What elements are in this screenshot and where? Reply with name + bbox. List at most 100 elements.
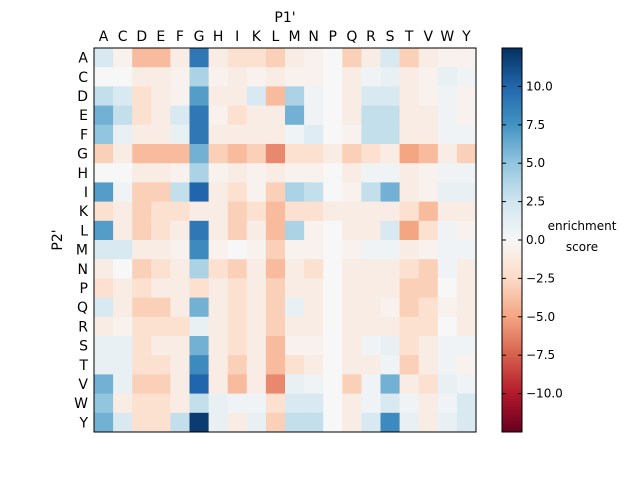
heatmap-cell <box>132 144 152 164</box>
heatmap-cell <box>437 316 458 337</box>
heatmap-cell <box>304 48 324 68</box>
heatmap-cell <box>361 182 381 203</box>
heatmap-cell <box>323 182 343 203</box>
heatmap-cell <box>456 182 477 203</box>
heatmap-cell <box>285 355 305 375</box>
y-tick-label: C <box>78 70 88 86</box>
heatmap-cell <box>361 67 381 87</box>
heatmap-cell <box>418 316 439 337</box>
heatmap-cell <box>304 316 324 337</box>
heatmap-cell <box>380 278 401 299</box>
heatmap-cell <box>304 374 324 395</box>
heatmap-cell <box>151 336 171 356</box>
heatmap-cell <box>399 412 420 433</box>
colorbar-tick-label: −5.0 <box>526 310 555 324</box>
heatmap-cell <box>94 182 114 203</box>
heatmap-cell <box>113 48 133 68</box>
heatmap-cell <box>418 220 439 241</box>
heatmap-cell <box>227 163 248 183</box>
heatmap-cell <box>189 86 210 107</box>
heatmap-cell <box>265 259 286 279</box>
heatmap-cell <box>208 124 229 145</box>
x-tick-label: E <box>156 29 165 45</box>
heatmap-cell <box>304 355 324 375</box>
heatmap-cell <box>246 355 267 375</box>
heatmap-cell <box>132 220 152 241</box>
y-tick-label: A <box>78 51 88 67</box>
heatmap-cell <box>342 297 362 318</box>
heatmap-cell <box>132 412 152 433</box>
x-tick-label: P <box>329 29 337 45</box>
heatmap-cell <box>285 412 305 433</box>
heatmap-cell <box>170 336 190 356</box>
heatmap-cell <box>170 278 190 299</box>
heatmap-cell <box>323 48 343 68</box>
heatmap-cell <box>246 240 267 260</box>
y-tick-label: N <box>78 262 88 278</box>
heatmap-cell <box>323 220 343 241</box>
heatmap-cell <box>151 316 171 337</box>
heatmap-cell <box>456 297 477 318</box>
heatmap-cell <box>246 297 267 318</box>
heatmap-cell <box>437 105 458 126</box>
heatmap-cell <box>418 355 439 375</box>
heatmap-cell <box>456 355 477 375</box>
heatmap-cell <box>342 374 362 395</box>
heatmap-cell <box>132 163 152 183</box>
heatmap-cell <box>399 393 420 414</box>
heatmap-cell <box>323 67 343 87</box>
heatmap-cell <box>151 124 171 145</box>
heatmap-cell <box>265 240 286 260</box>
heatmap-cell <box>342 201 362 222</box>
heatmap-cell <box>132 393 152 414</box>
heatmap-cell <box>227 67 248 87</box>
heatmap-cell <box>227 124 248 145</box>
heatmap-cell <box>265 336 286 356</box>
heatmap-cell <box>456 259 477 279</box>
heatmap-cell <box>94 297 114 318</box>
heatmap-cell <box>151 355 171 375</box>
heatmap-cell <box>113 316 133 337</box>
heatmap-cell <box>265 355 286 375</box>
heatmap-cell <box>323 201 343 222</box>
heatmap-cell <box>246 412 267 433</box>
heatmap-cell <box>304 105 324 126</box>
heatmap-cell <box>342 182 362 203</box>
heatmap-cell <box>380 67 401 87</box>
heatmap-cell <box>399 316 420 337</box>
heatmap-cell <box>170 182 190 203</box>
x-tick-label: F <box>176 29 184 45</box>
x-tick-label: T <box>404 29 414 45</box>
heatmap-cell <box>418 374 439 395</box>
heatmap-cell <box>285 48 305 68</box>
heatmap-cell <box>227 182 248 203</box>
heatmap-cell <box>399 259 420 279</box>
heatmap-cell <box>227 412 248 433</box>
heatmap-cell <box>208 201 229 222</box>
heatmap-cell <box>361 278 381 299</box>
heatmap-cell <box>437 259 458 279</box>
heatmap-cell <box>189 355 210 375</box>
heatmap-cell <box>342 48 362 68</box>
heatmap-cell <box>208 259 229 279</box>
heatmap-cell <box>361 201 381 222</box>
heatmap-cell <box>380 163 401 183</box>
heatmap-cell <box>437 355 458 375</box>
heatmap-cell <box>170 393 190 414</box>
y-tick-label: W <box>74 396 88 412</box>
heatmap-cell <box>189 374 210 395</box>
heatmap-cell <box>399 297 420 318</box>
heatmap-cell <box>113 297 133 318</box>
heatmap-cell <box>380 182 401 203</box>
heatmap-cell <box>113 220 133 241</box>
heatmap-cell <box>456 48 477 68</box>
heatmap-cell <box>132 336 152 356</box>
x-tick-label: R <box>366 29 376 45</box>
x-tick-label: C <box>118 29 128 45</box>
x-tick-label: N <box>308 29 318 45</box>
heatmap-cell <box>437 393 458 414</box>
heatmap-cell <box>342 316 362 337</box>
heatmap-cell <box>456 316 477 337</box>
heatmap-cell <box>342 220 362 241</box>
